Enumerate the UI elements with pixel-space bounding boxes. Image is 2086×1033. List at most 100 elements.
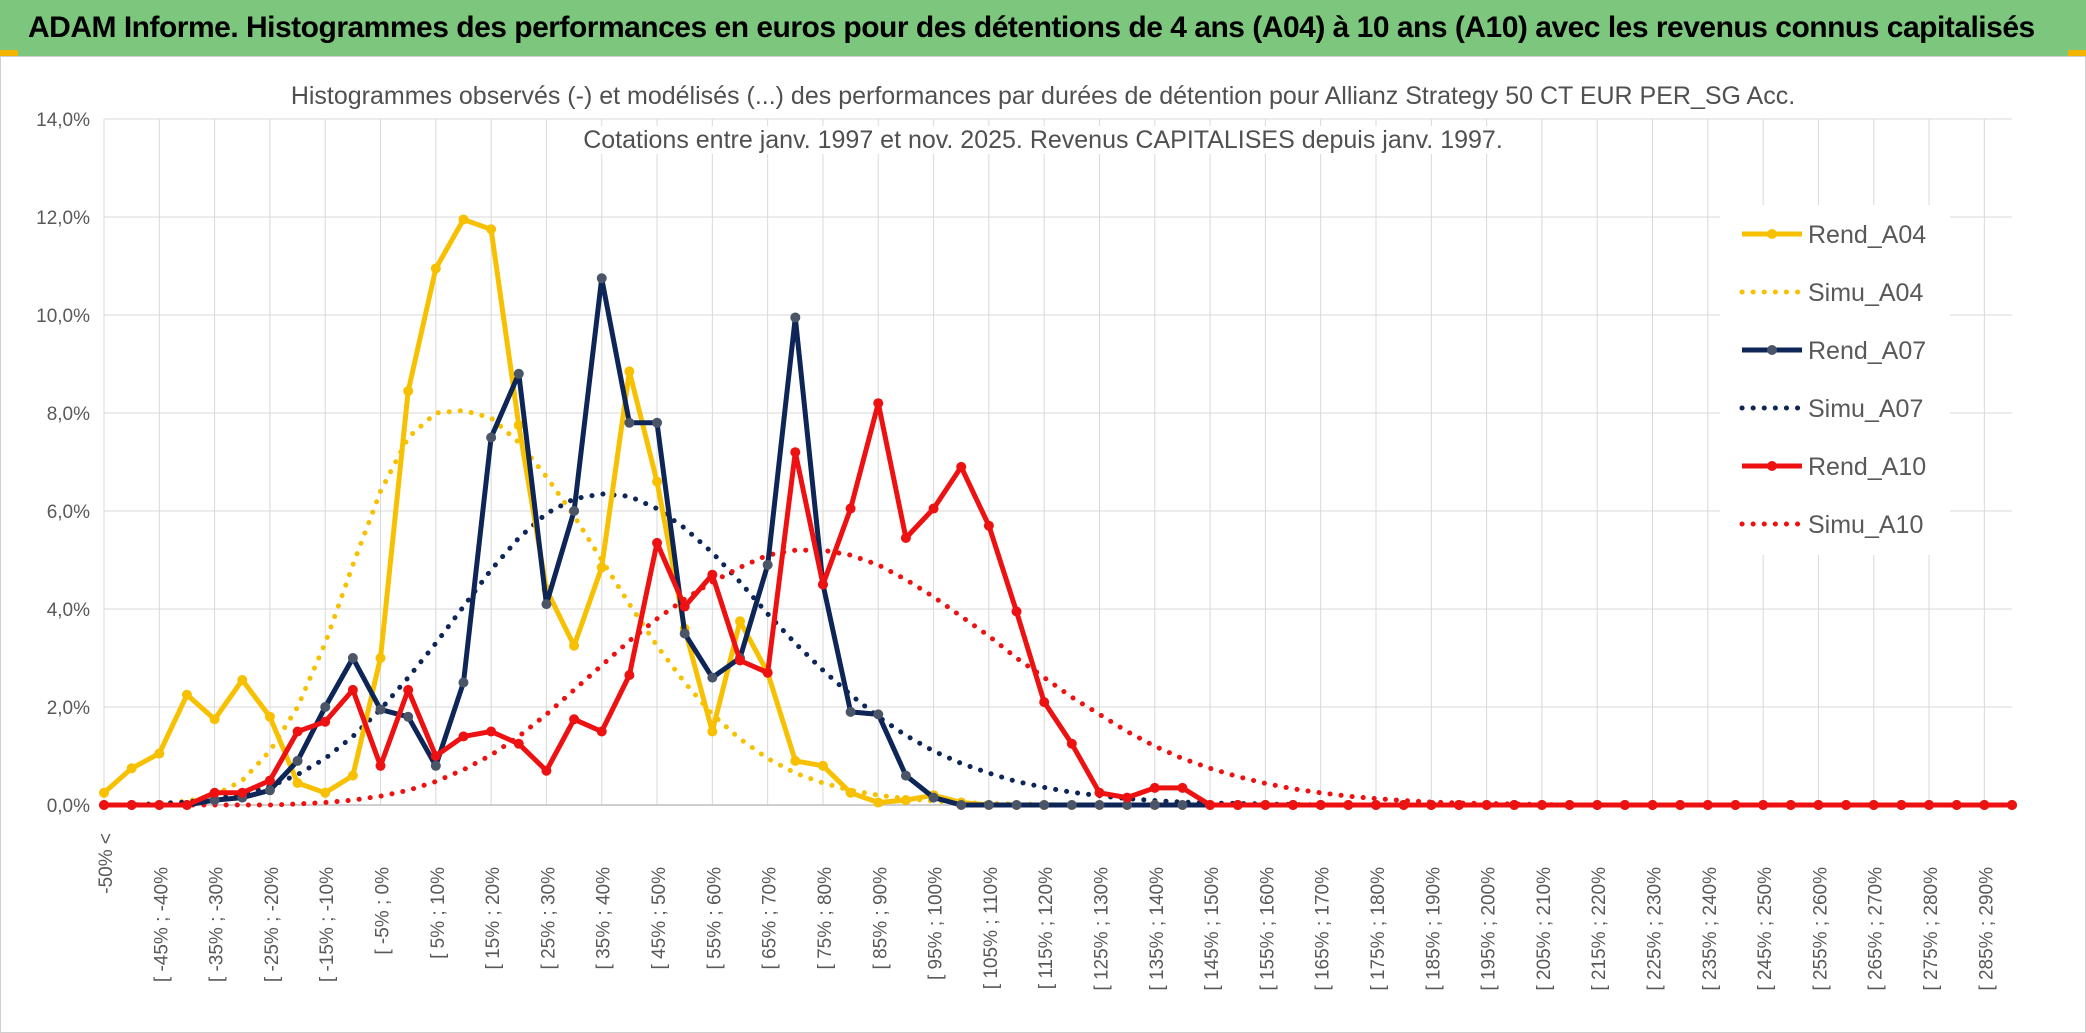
data-point — [1011, 800, 1022, 810]
data-point — [1619, 800, 1630, 810]
series-simu-a07 — [101, 491, 2015, 808]
data-point — [1979, 800, 1990, 810]
data-point — [430, 760, 441, 771]
data-point — [375, 704, 386, 715]
data-point — [900, 770, 911, 781]
data-point — [181, 800, 192, 810]
y-tick-label: 14,0% — [36, 110, 90, 131]
data-point — [1426, 800, 1437, 810]
data-point — [569, 506, 580, 516]
data-point — [1536, 800, 1547, 810]
data-point — [458, 731, 469, 742]
data-point — [679, 601, 690, 612]
data-point — [513, 368, 524, 379]
legend-label: Simu_A10 — [1808, 511, 1923, 539]
data-point — [1039, 697, 1050, 708]
data-point — [513, 420, 524, 431]
x-tick-label: [ 105% ; 110% — [981, 867, 1002, 989]
data-point — [430, 263, 441, 274]
data-point — [624, 366, 635, 377]
legend-label: Simu_A07 — [1808, 395, 1923, 423]
data-point — [209, 795, 220, 806]
legend-item-rend-a10: Rend_A10 — [1742, 453, 1926, 481]
x-tick-label: [ 75% ; 80% — [815, 867, 836, 970]
data-point — [1647, 800, 1658, 810]
data-point — [735, 655, 745, 666]
chart-subtitle: Cotations entre janv. 1997 et nov. 2025.… — [577, 126, 1509, 154]
legend-label: Simu_A04 — [1808, 279, 1923, 307]
data-point — [596, 562, 607, 573]
data-point — [99, 800, 109, 810]
x-tick-label: [ 85% ; 90% — [870, 867, 891, 970]
banner-accent-left — [0, 50, 18, 56]
x-tick-label: [ -35% ; -30% — [207, 867, 228, 982]
data-point — [652, 476, 663, 487]
chart-subtitle-container: Cotations entre janv. 1997 et nov. 2025.… — [0, 126, 2086, 155]
data-point — [983, 520, 994, 531]
x-tick-label: [ 115% ; 120% — [1036, 867, 1057, 989]
data-point — [900, 795, 911, 806]
data-point — [735, 616, 745, 627]
x-tick-label: [ -25% ; -20% — [262, 867, 283, 982]
data-point — [1951, 800, 1962, 810]
data-point — [845, 706, 856, 717]
data-point — [486, 726, 497, 737]
data-point — [1758, 800, 1769, 810]
data-point — [707, 726, 718, 737]
data-point — [292, 777, 303, 788]
data-point — [790, 755, 801, 766]
data-point — [2007, 800, 2017, 810]
data-point — [403, 684, 414, 695]
data-point — [928, 503, 939, 514]
data-point — [458, 214, 469, 225]
data-point — [1453, 800, 1464, 810]
data-point — [652, 537, 663, 548]
data-point — [790, 447, 801, 458]
data-point — [1205, 800, 1216, 810]
data-point — [292, 755, 303, 766]
data-point — [1592, 800, 1603, 810]
legend-item-rend-a07: Rend_A07 — [1742, 337, 1926, 365]
data-point — [679, 628, 690, 639]
data-point — [873, 398, 884, 409]
data-point — [1315, 800, 1326, 810]
data-point — [762, 667, 773, 678]
chart-title: Histogrammes observés (-) et modélisés (… — [284, 82, 1802, 110]
data-point — [320, 787, 331, 798]
data-point — [1094, 787, 1105, 798]
legend-marker — [1767, 461, 1777, 471]
data-point — [320, 702, 331, 712]
x-tick-label: [ -15% ; -10% — [317, 867, 338, 982]
data-point — [1232, 800, 1243, 810]
legend-label: Rend_A04 — [1808, 221, 1926, 249]
data-point — [1371, 800, 1381, 810]
data-point — [1730, 800, 1741, 810]
x-tick-label: [ 275% ; 280% — [1921, 867, 1942, 991]
data-point — [569, 714, 580, 725]
x-tick-label: [ 35% ; 40% — [594, 867, 615, 970]
data-point — [126, 800, 137, 810]
x-tick-label: [ 255% ; 260% — [1810, 867, 1831, 991]
data-point — [292, 726, 303, 737]
x-tick-label: [ 135% ; 140% — [1147, 867, 1168, 991]
data-point — [1896, 800, 1907, 810]
report-header-banner: ADAM Informe. Histogrammes des performan… — [0, 0, 2086, 56]
data-point — [347, 653, 358, 663]
data-point — [1564, 800, 1575, 810]
data-point — [237, 675, 248, 686]
legend-marker — [1767, 345, 1777, 355]
data-point — [1177, 800, 1188, 810]
data-point — [817, 579, 828, 590]
data-point — [900, 532, 911, 543]
data-point — [1177, 782, 1188, 793]
x-tick-label: [ 175% ; 180% — [1368, 867, 1389, 991]
y-tick-label: 8,0% — [47, 404, 90, 425]
y-tick-label: 2,0% — [47, 698, 90, 719]
legend-background — [1720, 205, 1950, 555]
y-tick-label: 0,0% — [47, 796, 90, 817]
x-tick-label: [ 55% ; 60% — [704, 867, 725, 970]
data-point — [264, 785, 275, 796]
legend-marker — [1767, 229, 1777, 239]
data-point — [1924, 800, 1935, 810]
